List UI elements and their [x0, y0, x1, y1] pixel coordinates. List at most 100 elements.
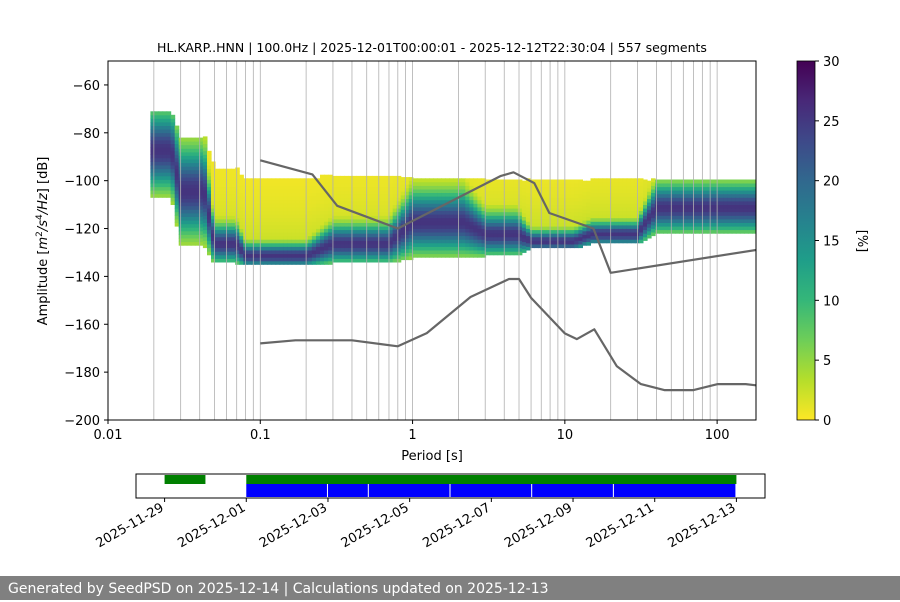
heatmap-cell	[396, 258, 402, 263]
heatmap-cell	[291, 221, 297, 226]
heatmap-cell	[400, 195, 406, 199]
heatmap-cell	[558, 240, 563, 245]
date-tick-label: 2025-12-09	[502, 500, 575, 551]
heatmap-cell	[735, 226, 741, 231]
heatmap-cell	[388, 204, 394, 209]
heatmap-cell	[554, 233, 559, 238]
heatmap-cell	[348, 229, 353, 234]
heatmap-cell	[683, 186, 688, 191]
heatmap-cell	[638, 196, 644, 201]
heatmap-cell	[158, 140, 164, 144]
heatmap-cell	[372, 226, 378, 231]
heatmap-cell	[521, 202, 527, 207]
heatmap-cell	[307, 257, 313, 262]
heatmap-cell	[162, 168, 168, 173]
heatmap-cell	[437, 189, 442, 193]
heatmap-cell	[320, 174, 325, 179]
heatmap-cell	[566, 240, 571, 245]
heatmap-cell	[655, 179, 660, 184]
heatmap-cell	[287, 242, 293, 247]
heatmap-cell	[441, 185, 446, 190]
heatmap-cell	[404, 256, 410, 261]
heatmap-cell	[525, 224, 531, 229]
heatmap-cell	[344, 190, 349, 195]
heatmap-cell	[550, 219, 555, 223]
heatmap-cell	[534, 179, 539, 184]
heatmap-cell	[182, 216, 188, 221]
heatmap-cell	[255, 185, 260, 190]
heatmap-cell	[400, 252, 406, 257]
heatmap-cell	[384, 233, 390, 238]
heatmap-cell	[154, 179, 160, 184]
heatmap-cell	[449, 196, 454, 201]
heatmap-cell	[162, 193, 168, 198]
heatmap-cell	[202, 215, 208, 220]
heatmap-cell	[574, 208, 579, 213]
heatmap-cell	[299, 192, 305, 197]
heatmap-cell	[687, 183, 692, 188]
heatmap-cell	[554, 197, 559, 202]
heatmap-cell	[626, 214, 632, 219]
heatmap-cell	[433, 239, 438, 244]
heatmap-cell	[295, 178, 301, 183]
heatmap-cell	[259, 239, 264, 244]
used-data-span	[450, 484, 532, 497]
heatmap-cell	[429, 228, 434, 233]
heatmap-cell	[521, 209, 527, 214]
heatmap-cell	[546, 201, 551, 205]
heatmap-cell	[384, 258, 390, 263]
heatmap-cell	[340, 226, 345, 231]
heatmap-cell	[311, 257, 317, 262]
heatmap-cell	[529, 229, 535, 234]
heatmap-cell	[202, 186, 208, 191]
heatmap-cell	[239, 232, 244, 237]
heatmap-cell	[215, 186, 220, 191]
heatmap-cell	[328, 203, 333, 208]
heatmap-cell	[425, 235, 430, 240]
heatmap-cell	[340, 247, 345, 252]
heatmap-cell	[433, 210, 438, 215]
heatmap-cell	[299, 228, 305, 233]
heatmap-cell	[433, 203, 438, 208]
heatmap-cell	[554, 240, 559, 245]
heatmap-cell	[509, 222, 515, 227]
heatmap-cell	[517, 240, 523, 245]
heatmap-cell	[517, 222, 523, 227]
heatmap-cell	[513, 211, 519, 216]
heatmap-cell	[400, 180, 406, 185]
heatmap-cell	[416, 210, 422, 215]
heatmap-cell	[202, 172, 208, 177]
heatmap-cell	[368, 258, 373, 263]
heatmap-cell	[227, 251, 232, 256]
heatmap-cell	[352, 190, 357, 195]
heatmap-cell	[437, 185, 442, 190]
heatmap-cell	[332, 229, 337, 234]
heatmap-cell	[647, 216, 652, 221]
heatmap-cell	[158, 157, 164, 162]
heatmap-cell	[497, 240, 503, 245]
heatmap-cell	[207, 247, 212, 252]
heatmap-cell	[328, 221, 333, 226]
heatmap-cell	[578, 240, 583, 245]
heatmap-cell	[194, 151, 200, 156]
heatmap-cell	[396, 219, 402, 223]
heatmap-cell	[715, 204, 721, 209]
heatmap-cell	[356, 244, 361, 249]
heatmap-cell	[166, 150, 172, 155]
heatmap-cell	[324, 199, 329, 204]
heatmap-cell	[324, 239, 329, 244]
heatmap-cell	[235, 253, 240, 258]
heatmap-cell	[445, 178, 450, 183]
heatmap-cell	[546, 183, 551, 188]
heatmap-cell	[215, 244, 220, 249]
heatmap-cell	[566, 208, 571, 213]
heatmap-cell	[550, 236, 555, 241]
heatmap-cell	[340, 258, 345, 263]
heatmap-cell	[425, 250, 430, 255]
heatmap-cell	[259, 192, 264, 197]
heatmap-cell	[542, 240, 547, 245]
heatmap-cell	[630, 228, 636, 233]
heatmap-cell	[174, 179, 180, 184]
heatmap-cell	[626, 203, 632, 208]
heatmap-cell	[207, 204, 212, 209]
